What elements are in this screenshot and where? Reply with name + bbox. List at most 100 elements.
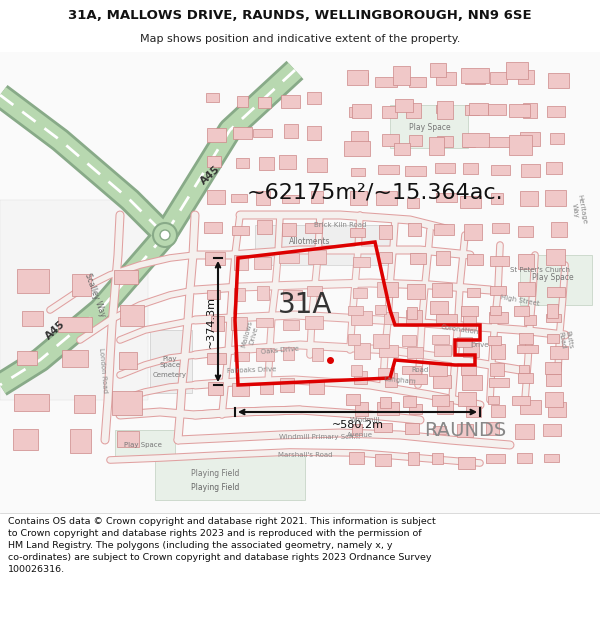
- Bar: [206, 93, 219, 102]
- Bar: [394, 144, 410, 155]
- Text: Avenue: Avenue: [347, 432, 373, 438]
- Bar: [407, 307, 417, 319]
- Bar: [236, 158, 249, 168]
- Bar: [410, 253, 426, 264]
- Bar: [436, 193, 457, 202]
- Bar: [354, 344, 370, 359]
- Text: Mallows
Drive: Mallows Drive: [240, 320, 260, 350]
- Text: London Road: London Road: [98, 348, 108, 392]
- Text: Road: Road: [412, 367, 428, 373]
- Bar: [406, 310, 422, 324]
- Bar: [462, 375, 482, 390]
- Bar: [550, 132, 563, 144]
- Text: Map shows position and indicative extent of the property.: Map shows position and indicative extent…: [140, 34, 460, 44]
- Bar: [257, 220, 272, 234]
- Bar: [464, 224, 482, 239]
- Bar: [548, 402, 566, 418]
- Bar: [259, 157, 274, 170]
- Bar: [551, 222, 567, 237]
- Bar: [518, 254, 534, 269]
- Text: Windmill: Windmill: [350, 417, 380, 423]
- Bar: [457, 424, 473, 437]
- Bar: [429, 362, 446, 376]
- Bar: [520, 132, 541, 146]
- Polygon shape: [390, 105, 468, 148]
- Bar: [376, 191, 397, 205]
- Text: ~374.3m: ~374.3m: [206, 296, 216, 348]
- Bar: [307, 286, 322, 296]
- Bar: [436, 72, 455, 85]
- Bar: [488, 104, 506, 115]
- Bar: [254, 257, 271, 269]
- Bar: [433, 426, 446, 434]
- Bar: [462, 134, 489, 147]
- Bar: [520, 191, 538, 206]
- Bar: [282, 222, 296, 236]
- Bar: [491, 223, 509, 233]
- Text: Brick Kiln Road: Brick Kiln Road: [314, 222, 366, 228]
- Bar: [205, 253, 226, 265]
- Polygon shape: [115, 430, 175, 460]
- Polygon shape: [0, 52, 600, 513]
- Bar: [380, 397, 391, 408]
- Bar: [518, 226, 533, 237]
- Polygon shape: [255, 225, 390, 265]
- Text: ~580.2m: ~580.2m: [331, 420, 383, 430]
- Text: Contains OS data © Crown copyright and database right 2021. This information is : Contains OS data © Crown copyright and d…: [8, 518, 436, 574]
- Bar: [512, 396, 530, 405]
- Bar: [491, 406, 505, 418]
- Bar: [383, 312, 398, 324]
- Bar: [463, 313, 476, 329]
- Bar: [550, 346, 568, 359]
- Bar: [207, 128, 226, 141]
- Text: RAUNDS: RAUNDS: [424, 421, 506, 439]
- Bar: [377, 401, 398, 416]
- Bar: [488, 137, 509, 148]
- Bar: [282, 194, 299, 203]
- Bar: [353, 371, 367, 384]
- Bar: [458, 392, 476, 406]
- Bar: [434, 224, 454, 235]
- Bar: [409, 374, 427, 384]
- Bar: [433, 375, 451, 388]
- Bar: [307, 92, 321, 104]
- Bar: [378, 165, 398, 174]
- Bar: [547, 286, 565, 298]
- Text: Butts
Road: Butts Road: [557, 330, 573, 350]
- Bar: [379, 253, 392, 262]
- Bar: [62, 349, 88, 367]
- Bar: [461, 366, 476, 376]
- Text: Playing Field: Playing Field: [191, 469, 239, 479]
- Text: Fairoaks Drive: Fairoaks Drive: [227, 366, 277, 374]
- Bar: [407, 284, 425, 299]
- Bar: [547, 304, 559, 318]
- Bar: [206, 290, 220, 299]
- Bar: [518, 282, 535, 296]
- Bar: [382, 134, 399, 146]
- Bar: [436, 162, 455, 173]
- Bar: [231, 317, 247, 330]
- Text: High Street: High Street: [500, 294, 540, 306]
- Bar: [403, 396, 416, 408]
- Text: Play Space: Play Space: [124, 442, 162, 448]
- Bar: [256, 348, 274, 361]
- Bar: [461, 306, 478, 316]
- Bar: [407, 198, 419, 208]
- Bar: [256, 318, 272, 327]
- Bar: [351, 168, 365, 176]
- Bar: [457, 337, 472, 347]
- Bar: [488, 336, 501, 346]
- Bar: [407, 347, 422, 358]
- Bar: [382, 106, 397, 118]
- Text: Windmill Primary Sch...: Windmill Primary Sch...: [280, 434, 361, 440]
- Bar: [488, 396, 499, 404]
- Bar: [305, 223, 322, 234]
- Bar: [490, 72, 507, 84]
- Bar: [408, 223, 421, 236]
- Bar: [518, 373, 533, 383]
- Bar: [434, 344, 451, 356]
- Bar: [71, 274, 91, 296]
- Bar: [346, 394, 361, 406]
- Bar: [13, 429, 38, 449]
- Polygon shape: [520, 255, 592, 305]
